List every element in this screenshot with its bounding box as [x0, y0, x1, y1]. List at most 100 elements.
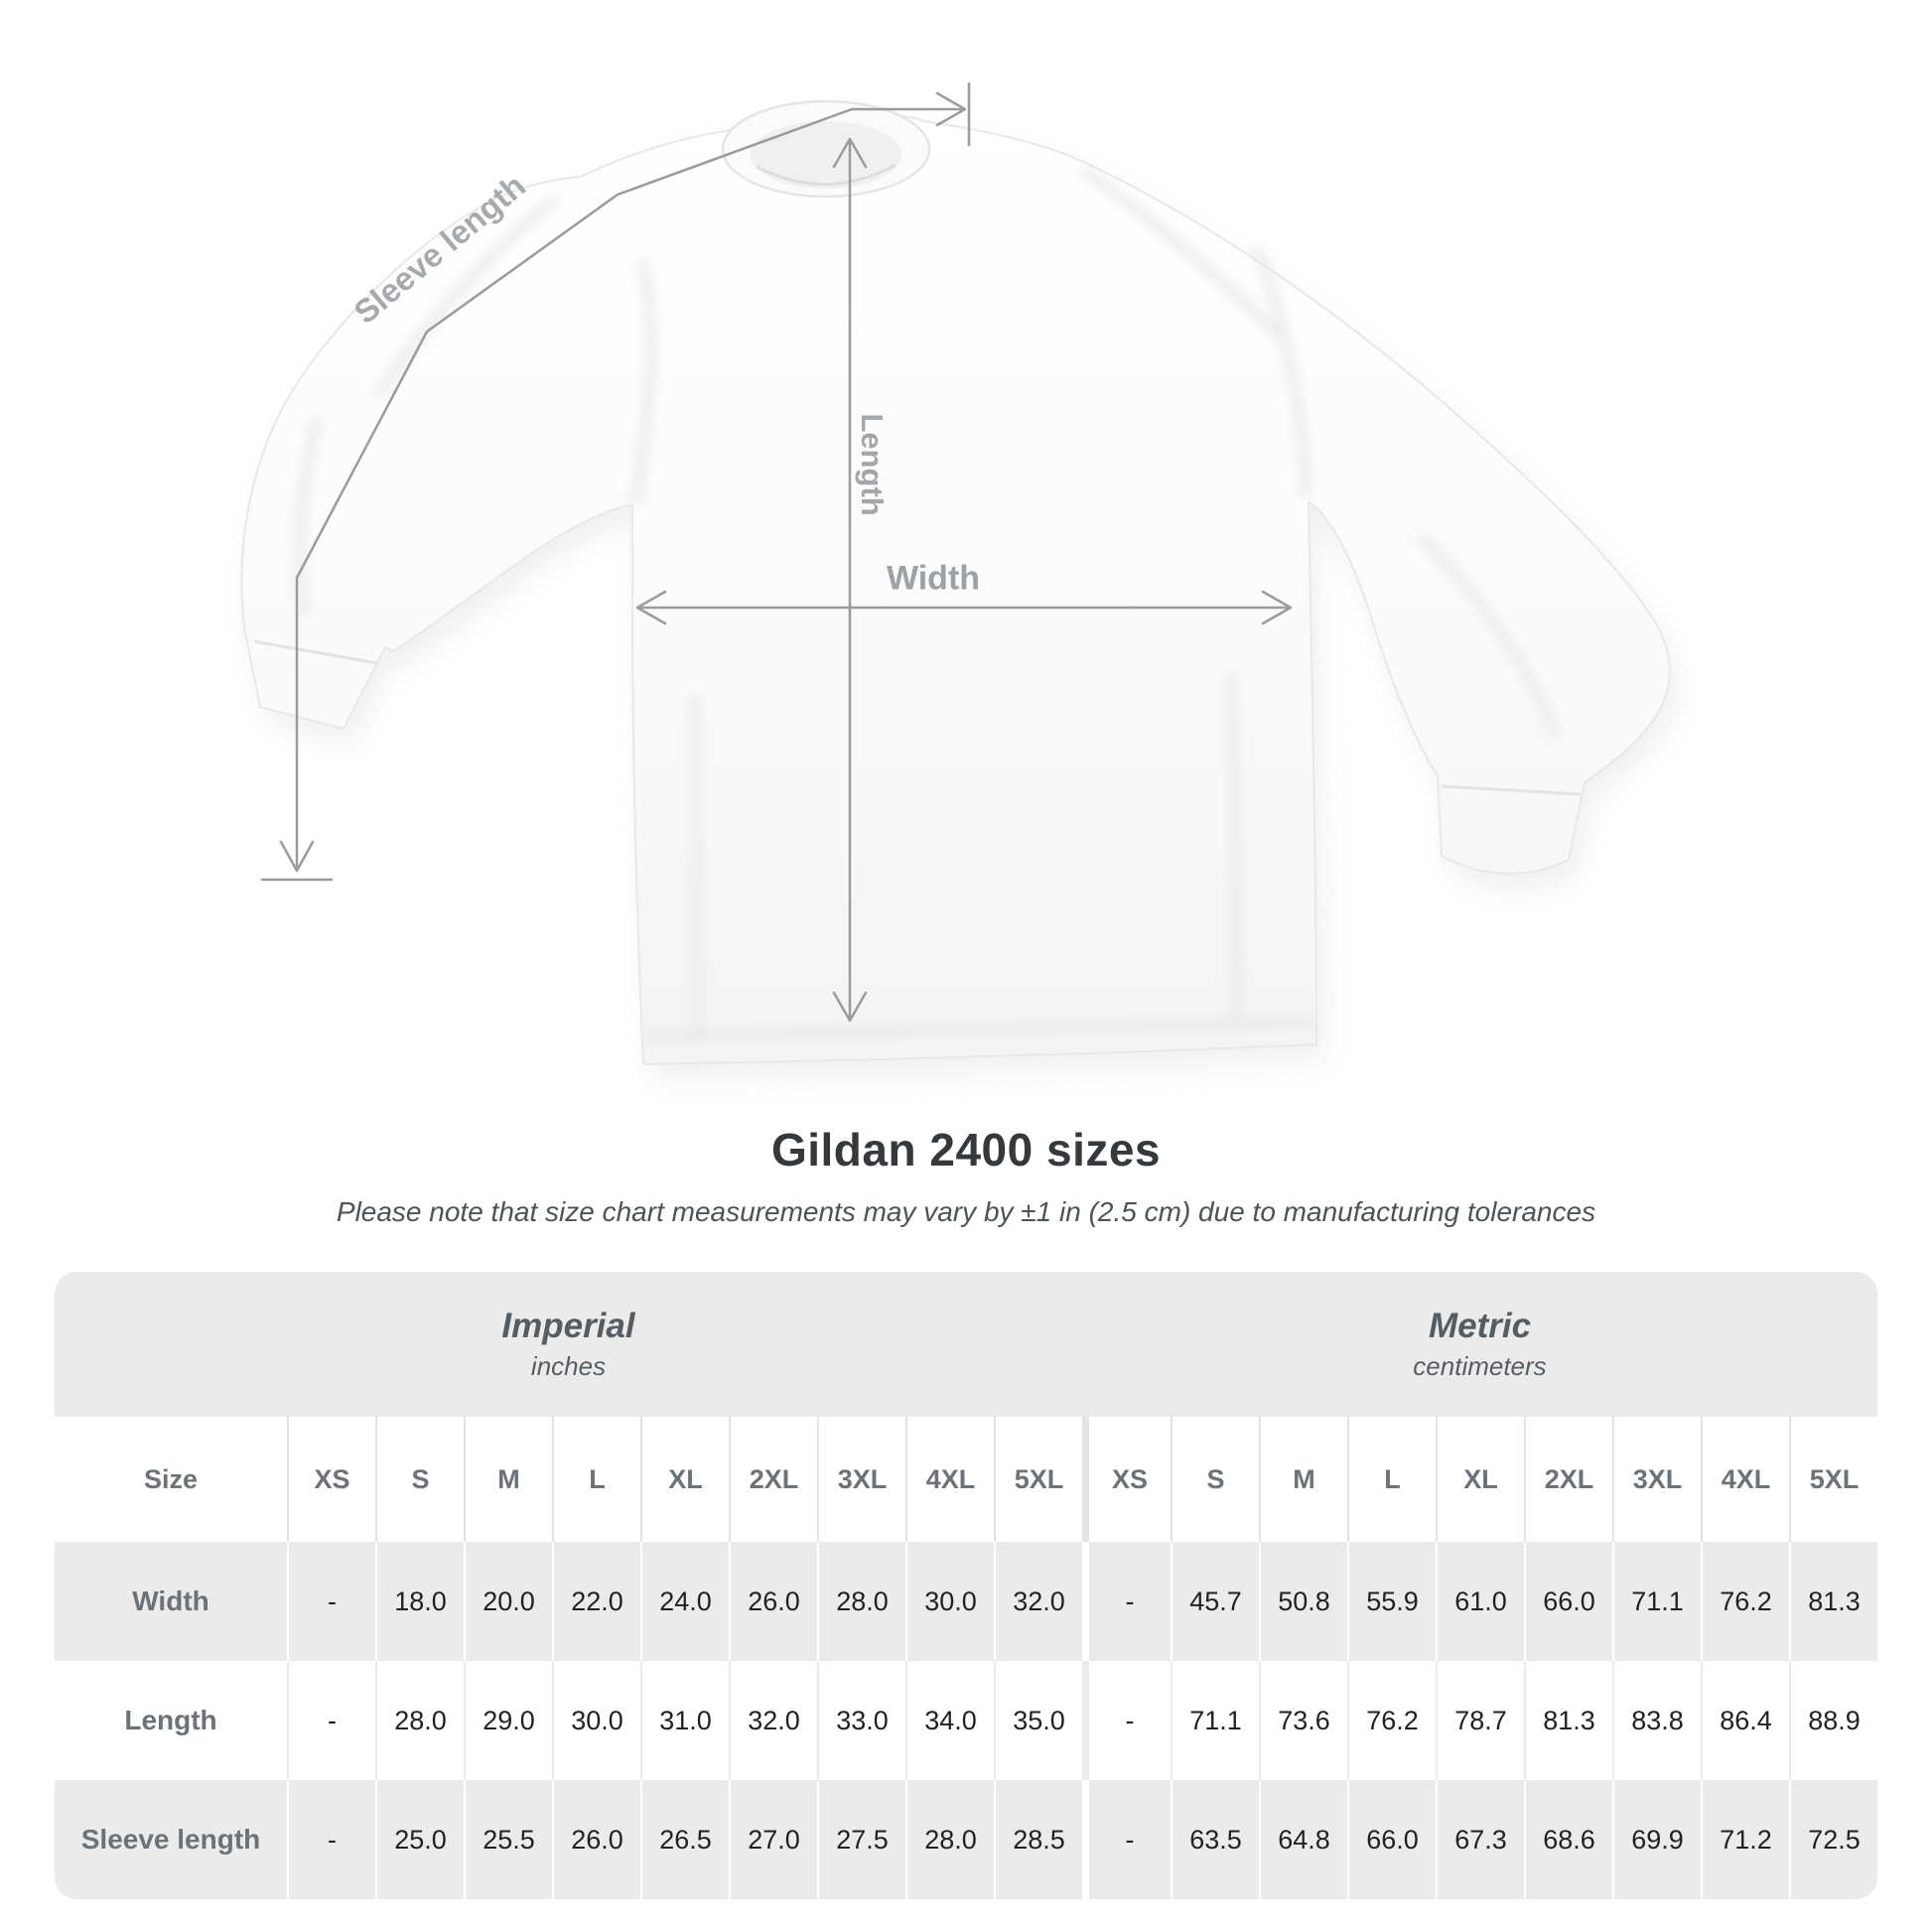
value-cell: 26.0 — [729, 1542, 817, 1661]
size-col-imperial-m: M — [464, 1417, 552, 1542]
value-cell: - — [1082, 1661, 1171, 1780]
value-cell: - — [1082, 1780, 1171, 1899]
length-label: Length — [855, 413, 890, 516]
value-cell: 72.5 — [1789, 1780, 1877, 1899]
value-cell: 50.8 — [1259, 1542, 1347, 1661]
value-cell: 35.0 — [994, 1661, 1082, 1780]
size-col-metric-m: M — [1259, 1417, 1347, 1542]
imperial-section-header: Imperial inches — [55, 1272, 1082, 1417]
row-label-sleeve-length: Sleeve length — [80, 1824, 261, 1855]
value-cell: 66.0 — [1524, 1542, 1612, 1661]
size-col-metric-3xl: 3XL — [1612, 1417, 1701, 1542]
value-cell: - — [1082, 1542, 1171, 1661]
value-cell: 71.2 — [1701, 1780, 1789, 1899]
value-cell: - — [287, 1780, 375, 1899]
page-title: Gildan 2400 sizes — [770, 1124, 1162, 1175]
size-table: Imperial inches Metric centimeters Size … — [55, 1272, 1877, 1899]
value-cell: 73.6 — [1259, 1661, 1347, 1780]
value-cell: 32.0 — [729, 1661, 817, 1780]
size-col-metric-xs: XS — [1082, 1417, 1171, 1542]
size-col-imperial-xs: XS — [287, 1417, 375, 1542]
size-col-imperial-s: S — [375, 1417, 464, 1542]
row-label-width: Width — [132, 1586, 209, 1616]
value-cell: - — [287, 1542, 375, 1661]
shirt-illustration-svg — [240, 81, 1678, 1080]
value-cell: 26.5 — [640, 1780, 729, 1899]
value-cell: 71.1 — [1171, 1661, 1259, 1780]
metric-unit: centimeters — [1413, 1351, 1547, 1381]
value-cell: 67.3 — [1436, 1780, 1524, 1899]
value-cell: 34.0 — [905, 1661, 994, 1780]
value-cell: 31.0 — [640, 1661, 729, 1780]
value-cell: 25.0 — [375, 1780, 464, 1899]
value-cell: 81.3 — [1524, 1661, 1612, 1780]
collar — [721, 99, 931, 199]
value-cell: 27.0 — [729, 1780, 817, 1899]
sleeve-length-arrow — [260, 81, 971, 882]
width-label: Width — [886, 559, 981, 598]
value-cell: 26.0 — [552, 1780, 640, 1899]
width-arrow — [635, 590, 1293, 625]
value-cell: - — [287, 1661, 375, 1780]
measurement-annotations — [260, 81, 1293, 1023]
imperial-unit: inches — [530, 1351, 607, 1381]
value-cell: 28.0 — [905, 1780, 994, 1899]
value-cell: 76.2 — [1701, 1542, 1789, 1661]
value-cell: 27.5 — [817, 1780, 905, 1899]
value-cell: 33.0 — [817, 1661, 905, 1780]
metric-section-header: Metric centimeters — [1082, 1272, 1877, 1417]
value-cell: 81.3 — [1789, 1542, 1877, 1661]
value-cell: 55.9 — [1347, 1542, 1436, 1661]
value-cell: 30.0 — [905, 1542, 994, 1661]
size-col-imperial-3xl: 3XL — [817, 1417, 905, 1542]
value-cell: 32.0 — [994, 1542, 1082, 1661]
value-cell: 28.0 — [375, 1661, 464, 1780]
value-cell: 78.7 — [1436, 1661, 1524, 1780]
size-col-imperial-xl: XL — [640, 1417, 729, 1542]
value-cell: 68.6 — [1524, 1780, 1612, 1899]
units-band: Imperial inches Metric centimeters — [55, 1272, 1877, 1417]
size-col-metric-2xl: 2XL — [1524, 1417, 1612, 1542]
size-col-imperial-l: L — [552, 1417, 640, 1542]
size-col-imperial-2xl: 2XL — [729, 1417, 817, 1542]
size-col-imperial-5xl: 5XL — [994, 1417, 1082, 1542]
value-cell: 61.0 — [1436, 1542, 1524, 1661]
table-row: Length -28.0 29.0 30.0 31.0 32.0 33.0 34.0 35.0… — [55, 1661, 1877, 1780]
value-cell: 18.0 — [375, 1542, 464, 1661]
cuff-ribbing — [253, 639, 1582, 796]
value-cell: 28.5 — [994, 1780, 1082, 1899]
value-cell: 30.0 — [552, 1661, 640, 1780]
value-cell: 86.4 — [1701, 1661, 1789, 1780]
shirt-fold-shading — [295, 165, 1560, 1041]
value-cell: 64.8 — [1259, 1780, 1347, 1899]
size-col-metric-s: S — [1171, 1417, 1259, 1542]
value-cell: 76.2 — [1347, 1661, 1436, 1780]
value-cell: 83.8 — [1612, 1661, 1701, 1780]
value-cell: 24.0 — [640, 1542, 729, 1661]
value-cell: 69.9 — [1612, 1780, 1701, 1899]
shirt-illustration — [240, 99, 1678, 1080]
value-cell: 29.0 — [464, 1661, 552, 1780]
value-cell: 22.0 — [552, 1542, 640, 1661]
size-col-metric-5xl: 5XL — [1789, 1417, 1877, 1542]
value-cell: 28.0 — [817, 1542, 905, 1661]
table-row: Sleeve length -25.0 25.5 26.0 26.5 27.0 27.5 2… — [55, 1780, 1877, 1899]
size-column-header: Size — [143, 1463, 199, 1494]
imperial-label: Imperial — [501, 1307, 635, 1345]
table-row: Width -18.0 20.0 22.0 24.0 26.0 28.0 30.0 32.0-… — [55, 1542, 1877, 1661]
size-col-metric-l: L — [1347, 1417, 1436, 1542]
size-col-imperial-4xl: 4XL — [905, 1417, 994, 1542]
header-row: Size XS S M L XL 2XL 3XL 4XL 5XL XS S M L XL 2XL 3XL 4XL… — [55, 1417, 1877, 1542]
value-cell: 25.5 — [464, 1780, 552, 1899]
value-cell: 71.1 — [1612, 1542, 1701, 1661]
metric-label: Metric — [1428, 1307, 1532, 1345]
value-cell: 45.7 — [1171, 1542, 1259, 1661]
value-cell: 20.0 — [464, 1542, 552, 1661]
value-cell: 88.9 — [1789, 1661, 1877, 1780]
size-col-metric-4xl: 4XL — [1701, 1417, 1789, 1542]
shirt-figure: Sleeve length Length Width — [240, 81, 1678, 1080]
value-cell: 66.0 — [1347, 1780, 1436, 1899]
length-arrow — [832, 137, 868, 1023]
row-label-length: Length — [124, 1705, 217, 1735]
value-cell: 63.5 — [1171, 1780, 1259, 1899]
